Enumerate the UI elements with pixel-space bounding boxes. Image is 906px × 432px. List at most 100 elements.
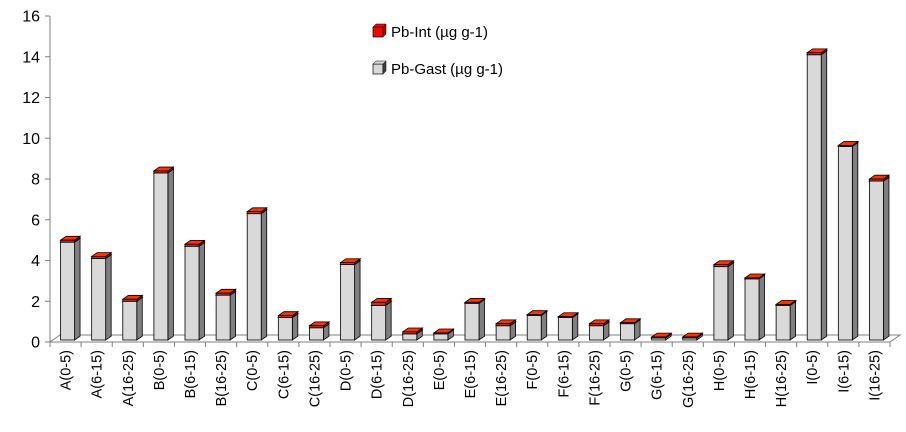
y-tick-label: 0: [31, 335, 40, 352]
category-labels-group: A(0-5) A(6-15) A(16-25) B(0-5) B(6-15) B(16-2…: [59, 350, 884, 408]
bar-pb-int: [743, 273, 766, 280]
bar-pb-gast: [805, 50, 828, 341]
bar-pb-int: [494, 319, 517, 327]
legend-swatch: [372, 26, 384, 38]
bar-pb-int: [401, 327, 424, 335]
bar-pb-gast: [712, 262, 735, 341]
y-tick-label: 16: [22, 9, 40, 26]
bar-pb-int: [370, 297, 393, 307]
bar-group-25: [837, 140, 860, 341]
y-tick-label: 4: [31, 253, 40, 270]
bar-pb-int: [152, 166, 175, 174]
bar-group-23: [774, 299, 797, 341]
x-category-label: H(6-15): [743, 350, 759, 399]
bar-pb-gast: [525, 310, 548, 341]
x-category-label: F(6-15): [556, 350, 572, 398]
bar-pb-gast: [152, 168, 175, 341]
legend-label: Pb-Int (µg g-1): [391, 24, 488, 41]
x-category-label: I(0-5): [805, 350, 821, 385]
bar-pb-int: [308, 321, 331, 329]
bar-group-0: [59, 235, 82, 341]
x-category-label: A(6-15): [90, 350, 106, 398]
x-category-label: F(16-25): [587, 350, 603, 406]
legend-item: Pb-Gast (µg g-1): [372, 60, 503, 78]
bar-group-9: [339, 257, 362, 341]
bar-pb-int: [681, 332, 704, 339]
bar-group-20: [681, 332, 704, 341]
bar-group-21: [712, 259, 735, 341]
bar-pb-int: [557, 311, 580, 319]
y-tick-label: 2: [31, 294, 40, 311]
bar-pb-gast: [121, 296, 144, 341]
bar-pb-int: [525, 309, 548, 317]
bar-pb-int: [805, 48, 828, 56]
bar-pb-int: [183, 239, 206, 248]
bar-group-24: [805, 48, 828, 341]
x-category-label: C(16-25): [307, 350, 323, 407]
bar-pb-gast: [370, 300, 393, 341]
legend-item: Pb-Int (µg g-1): [372, 23, 488, 41]
bar-group-7: [277, 310, 300, 341]
bar-pb-int: [650, 332, 673, 339]
bar-pb-gast: [868, 176, 891, 341]
bar-group-17: [588, 319, 611, 341]
y-tick-label: 14: [22, 49, 40, 66]
x-category-label: C(0-5): [245, 350, 261, 391]
bar-pb-int: [214, 288, 237, 296]
x-category-label: A(16-25): [121, 350, 137, 406]
legend-swatch: [372, 63, 384, 75]
bar-group-4: [183, 239, 206, 341]
bar-group-10: [370, 297, 393, 341]
legend-label: Pb-Gast (µg g-1): [391, 61, 503, 78]
x-category-label: B(16-25): [214, 350, 230, 406]
y-tick-label: 6: [31, 212, 40, 229]
bars-group: [59, 48, 891, 341]
x-category-label: E(6-15): [463, 350, 479, 398]
bar-group-8: [308, 321, 331, 341]
bar-pb-int: [463, 297, 486, 305]
bar-pb-int: [90, 251, 113, 260]
bar-group-22: [743, 273, 766, 341]
bar-group-13: [463, 297, 486, 341]
bar-group-18: [619, 318, 642, 341]
bar-group-16: [557, 311, 580, 341]
x-category-label: I(6-15): [836, 350, 852, 393]
bar-pb-gast: [743, 274, 766, 341]
bar-pb-int: [588, 319, 611, 327]
bar-pb-int: [619, 318, 642, 325]
x-category-label: A(0-5): [59, 350, 75, 390]
x-category-label: H(0-5): [712, 350, 728, 391]
y-tick-label: 12: [22, 90, 40, 107]
axes-group: 0 2 4 6 8 10 12 14 16: [22, 9, 902, 352]
bar-pb-gast: [90, 253, 113, 341]
x-category-label: F(0-5): [525, 350, 541, 389]
x-category-label: C(6-15): [276, 350, 292, 399]
x-category-label: B(6-15): [183, 350, 199, 398]
bar-pb-int: [868, 174, 891, 182]
bar-pb-int: [432, 328, 455, 335]
y-tick-label: 8: [31, 172, 40, 189]
bar-pb-gast: [339, 259, 362, 341]
bar-group-5: [214, 288, 237, 341]
x-category-label: G(6-15): [650, 350, 666, 400]
x-category-label: D(16-25): [401, 350, 417, 407]
bar-pb-int: [339, 257, 362, 266]
bar-pb-int: [277, 310, 300, 319]
x-category-label: B(0-5): [152, 350, 168, 390]
x-category-label: D(6-15): [370, 350, 386, 399]
legend: Pb-Int (µg g-1) Pb-Gast (µg g-1): [372, 23, 503, 78]
x-category-label: I(16-25): [867, 350, 883, 401]
bar-group-15: [525, 309, 548, 341]
bar-pb-gast: [837, 141, 860, 341]
bar-pb-int: [59, 235, 82, 243]
x-category-label: G(16-25): [681, 350, 697, 408]
bar-group-11: [401, 327, 424, 341]
bar-pb-gast: [183, 241, 206, 341]
x-category-label: G(0-5): [619, 350, 635, 392]
bar-pb-gast: [245, 209, 268, 341]
bar-group-26: [868, 174, 891, 341]
bar-pb-int: [121, 294, 144, 303]
y-tick-label: 10: [22, 131, 40, 148]
